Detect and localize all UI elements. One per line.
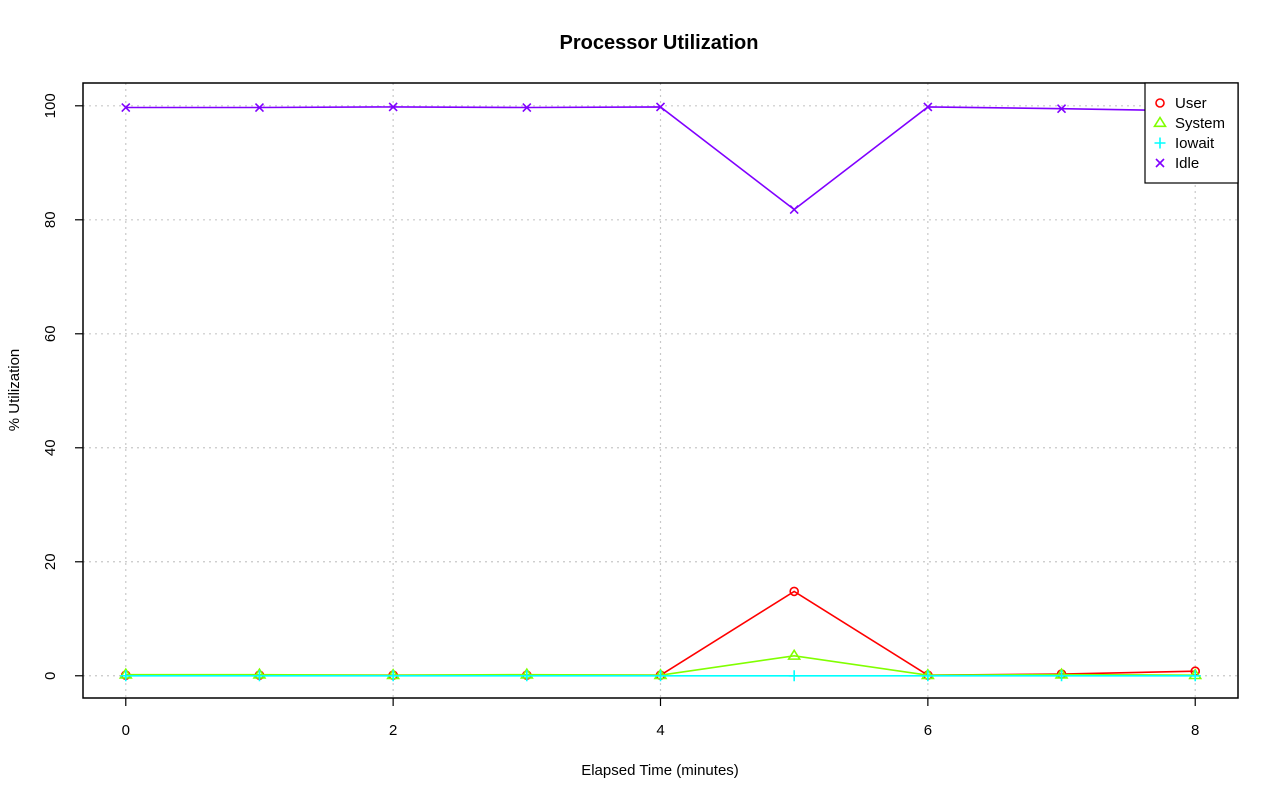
chart-title: Processor Utilization: [560, 32, 759, 54]
legend-label-iowait: Iowait: [1175, 135, 1215, 152]
y-tick-label: 40: [42, 439, 59, 456]
legend-label-system: System: [1175, 115, 1225, 132]
y-tick-label: 0: [42, 672, 59, 680]
data-point-iowait: [387, 670, 399, 682]
series-line-idle: [125, 106, 1196, 211]
x-tick-label: 4: [656, 722, 664, 739]
data-point-system: [787, 648, 802, 660]
data-point-idle: [1056, 104, 1067, 114]
data-point-iowait: [120, 670, 132, 682]
y-tick-label: 60: [42, 325, 59, 342]
series-idle: [121, 102, 1200, 215]
y-tick-label: 80: [42, 211, 59, 228]
data-point-idle: [522, 102, 532, 113]
x-tick-label: 0: [122, 722, 130, 739]
x-axis: 0 2 4 6 8: [122, 698, 1199, 739]
series-line-user: [125, 590, 1196, 677]
data-point-iowait: [253, 670, 265, 682]
y-axis: 0 20 40 60 80 100: [42, 93, 83, 680]
series-iowait: [120, 670, 1201, 682]
data-point-iowait: [788, 670, 800, 682]
data-point-iowait: [521, 670, 533, 682]
legend: User System Iowait Idle: [1144, 82, 1239, 184]
y-tick-label: 100: [42, 93, 59, 118]
data-point-iowait: [1056, 670, 1068, 682]
x-tick-label: 2: [389, 722, 397, 739]
data-point-iowait: [1189, 670, 1201, 682]
legend-marker-user: [1155, 98, 1165, 108]
legend-marker-iowait: [1154, 137, 1166, 149]
data-point-idle: [121, 102, 131, 113]
x-tick-label: 8: [1191, 722, 1199, 739]
data-point-idle: [655, 102, 666, 112]
legend-marker-system: [1153, 115, 1167, 128]
x-axis-label: Elapsed Time (minutes): [581, 762, 739, 779]
x-tick-label: 6: [924, 722, 932, 739]
legend-marker-idle: [1155, 158, 1165, 168]
y-tick-label: 20: [42, 553, 59, 570]
data-point-user: [789, 586, 799, 597]
plot-frame: [82, 82, 1239, 699]
grid-lines: [83, 83, 1238, 698]
legend-label-user: User: [1175, 95, 1207, 112]
legend-label-idle: Idle: [1175, 155, 1199, 172]
data-point-iowait: [922, 670, 934, 682]
data-point-idle: [789, 204, 799, 215]
data-point-idle: [254, 102, 265, 113]
y-axis-label: % Utilization: [6, 349, 23, 432]
data-series: [118, 102, 1203, 682]
data-point-idle: [388, 102, 398, 112]
data-point-idle: [923, 102, 933, 112]
data-point-iowait: [655, 670, 666, 682]
